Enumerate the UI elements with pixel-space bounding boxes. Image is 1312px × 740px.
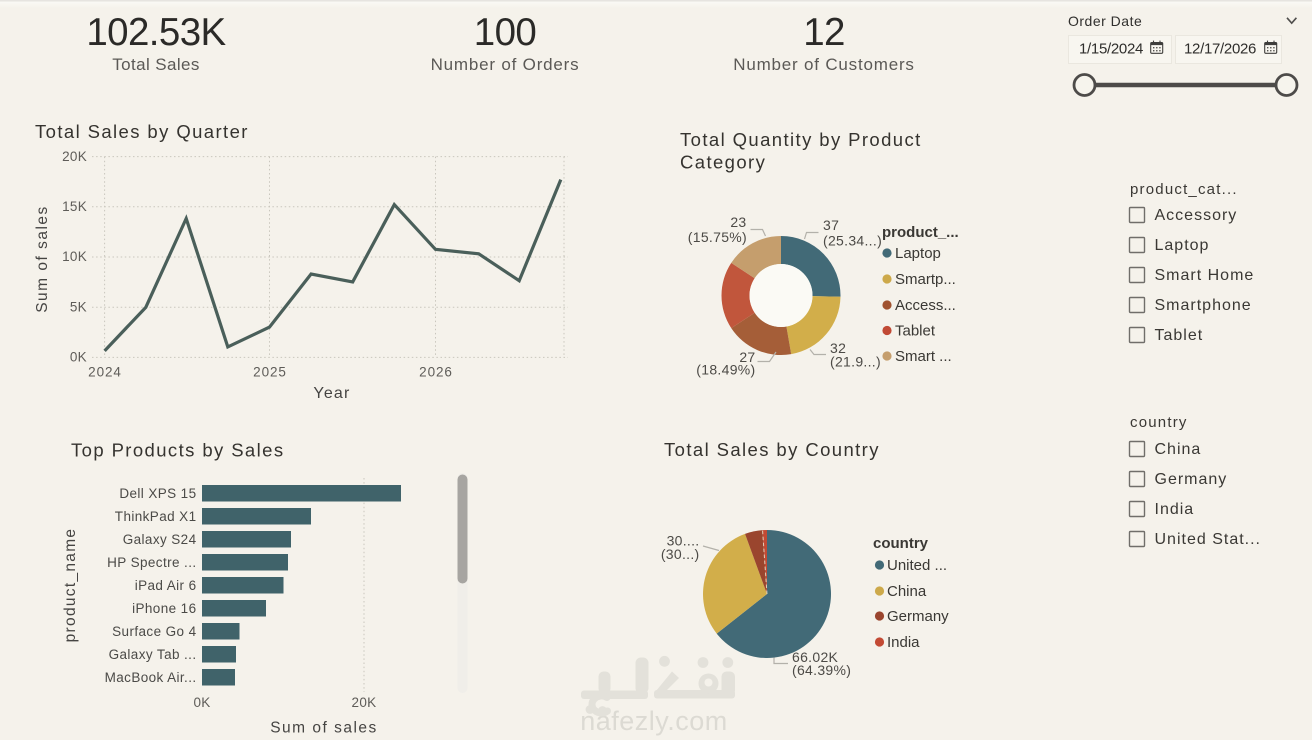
svg-text:United ...: United ... <box>887 557 947 574</box>
svg-text:66.02K: 66.02K <box>792 649 839 665</box>
svg-text:Number of Customers: Number of Customers <box>733 55 914 74</box>
svg-text:Surface Go 4: Surface Go 4 <box>112 624 196 639</box>
svg-text:2024: 2024 <box>88 365 122 380</box>
svg-text:Number of Orders: Number of Orders <box>431 55 580 74</box>
svg-text:China: China <box>887 583 927 600</box>
svg-text:Total Quantity by Product: Total Quantity by Product <box>680 129 922 150</box>
svg-text:37: 37 <box>823 217 839 233</box>
svg-text:Germany: Germany <box>887 608 949 625</box>
svg-text:2025: 2025 <box>253 365 287 380</box>
svg-text:30....: 30.... <box>667 533 700 549</box>
svg-text:5K: 5K <box>70 300 87 315</box>
svg-text:iPad Air 6: iPad Air 6 <box>135 578 197 593</box>
svg-text:HP Spectre ...: HP Spectre ... <box>107 555 196 570</box>
svg-text:Tablet: Tablet <box>1155 327 1204 344</box>
svg-text:Germany: Germany <box>1155 471 1228 488</box>
svg-text:country: country <box>873 535 929 552</box>
svg-text:Smart Home: Smart Home <box>1155 267 1255 284</box>
svg-text:12: 12 <box>803 11 845 54</box>
svg-text:32: 32 <box>830 340 846 356</box>
svg-text:0K: 0K <box>193 695 210 710</box>
svg-text:102.53K: 102.53K <box>86 11 226 54</box>
svg-text:United Stat...: United Stat... <box>1155 531 1262 548</box>
svg-text:Year: Year <box>313 385 350 402</box>
svg-text:Dell XPS 15: Dell XPS 15 <box>119 486 196 501</box>
svg-text:(30...): (30...) <box>661 546 700 562</box>
svg-text:country: country <box>1130 414 1188 431</box>
svg-text:Order Date: Order Date <box>1068 13 1142 29</box>
svg-text:Smartp...: Smartp... <box>895 271 956 288</box>
svg-text:Total Sales by Country: Total Sales by Country <box>664 439 880 460</box>
svg-text:(25.34...): (25.34...) <box>823 233 882 249</box>
svg-text:Smart ...: Smart ... <box>895 348 952 365</box>
svg-text:Galaxy Tab ...: Galaxy Tab ... <box>109 647 197 662</box>
svg-text:Sum of sales: Sum of sales <box>34 205 51 313</box>
svg-text:MacBook Air...: MacBook Air... <box>105 670 197 685</box>
svg-text:(64.39%): (64.39%) <box>792 662 851 678</box>
svg-text:(21.9...): (21.9...) <box>830 354 881 370</box>
svg-text:Sum of sales: Sum of sales <box>270 720 378 737</box>
svg-text:Galaxy S24: Galaxy S24 <box>123 532 197 547</box>
svg-text:100: 100 <box>474 11 536 54</box>
svg-text:20K: 20K <box>62 149 87 164</box>
svg-text:Tablet: Tablet <box>895 323 936 340</box>
svg-text:12/17/2026: 12/17/2026 <box>1184 41 1256 58</box>
svg-text:0K: 0K <box>70 350 87 365</box>
svg-text:15K: 15K <box>62 199 87 214</box>
svg-text:Total Sales: Total Sales <box>112 55 200 74</box>
svg-text:ThinkPad X1: ThinkPad X1 <box>115 509 197 524</box>
svg-text:23: 23 <box>730 214 746 230</box>
svg-text:Laptop: Laptop <box>895 245 941 262</box>
svg-text:product_...: product_... <box>882 224 959 241</box>
svg-text:(18.49%): (18.49%) <box>696 362 755 378</box>
svg-text:iPhone 16: iPhone 16 <box>132 601 196 616</box>
svg-text:10K: 10K <box>62 249 87 264</box>
svg-text:China: China <box>1155 441 1202 458</box>
svg-text:20K: 20K <box>352 695 377 710</box>
svg-text:Top Products by Sales: Top Products by Sales <box>71 440 284 461</box>
svg-text:Total Sales by Quarter: Total Sales by Quarter <box>35 121 249 142</box>
svg-text:27: 27 <box>739 349 755 365</box>
svg-text:(15.75%): (15.75%) <box>688 229 747 245</box>
svg-text:product_name: product_name <box>62 528 79 643</box>
svg-text:Smartphone: Smartphone <box>1155 297 1252 314</box>
svg-text:product_cat...: product_cat... <box>1130 181 1238 198</box>
svg-text:1/15/2024: 1/15/2024 <box>1079 41 1143 58</box>
svg-text:Accessory: Accessory <box>1155 207 1238 224</box>
svg-text:Laptop: Laptop <box>1155 237 1210 254</box>
svg-text:India: India <box>1155 501 1195 518</box>
svg-text:Category: Category <box>680 152 766 173</box>
svg-text:India: India <box>887 634 920 651</box>
svg-text:Access...: Access... <box>895 297 956 314</box>
svg-text:2026: 2026 <box>419 365 453 380</box>
